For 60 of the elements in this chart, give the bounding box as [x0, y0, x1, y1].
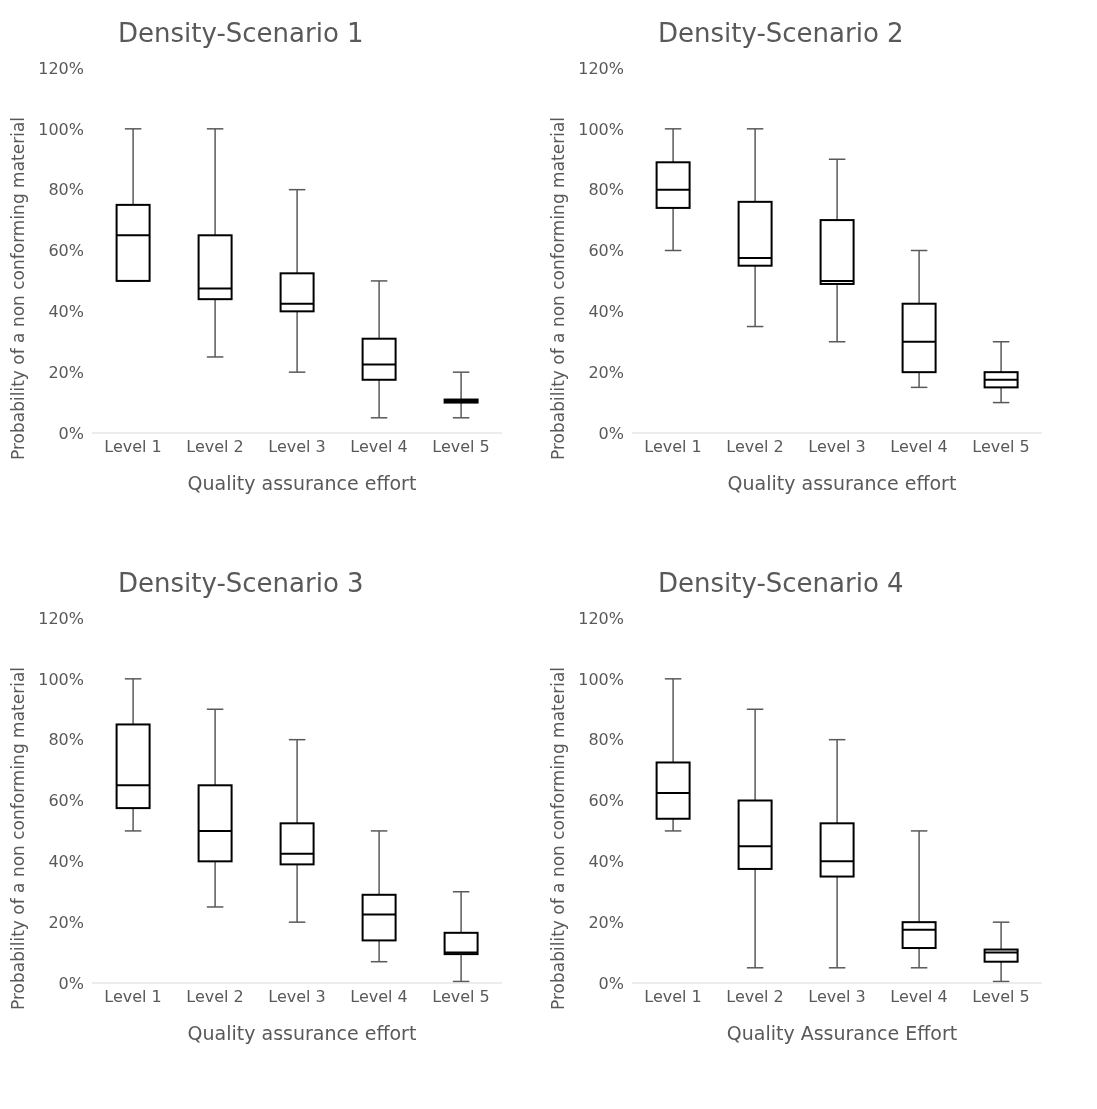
x-tick-label: Level 5	[432, 987, 490, 1007]
x-axis-title: Quality Assurance Effort	[725, 1022, 959, 1044]
y-tick-label: 80%	[48, 730, 84, 750]
x-tick-label: Level 1	[104, 437, 162, 457]
x-axis-title: Quality assurance effort	[186, 1022, 418, 1044]
x-tick-label: Level 2	[726, 437, 784, 457]
y-tick-label: 100%	[38, 669, 84, 689]
x-tick-label: Level 2	[186, 987, 244, 1007]
y-tick-label: 80%	[588, 180, 624, 200]
x-tick-label: Level 5	[432, 437, 490, 457]
x-tick-label: Level 3	[808, 437, 866, 457]
y-tick-label: 20%	[588, 362, 624, 382]
y-axis-title: Probability of a non conforming material	[8, 115, 29, 462]
y-tick-label: 60%	[48, 241, 84, 261]
y-tick-label: 40%	[48, 852, 84, 872]
x-tick-label: Level 3	[268, 437, 326, 457]
y-tick-label: 120%	[38, 58, 84, 78]
chart-title: Density-Scenario 3	[117, 567, 365, 600]
x-tick-label: Level 5	[972, 437, 1030, 457]
y-tick-label: 0%	[598, 973, 624, 993]
x-tick-label: Level 4	[890, 987, 948, 1007]
y-tick-label: 100%	[38, 119, 84, 139]
y-tick-label: 20%	[48, 362, 84, 382]
x-tick-label: Level 4	[350, 987, 408, 1007]
chart-title: Density-Scenario 2	[657, 17, 905, 50]
y-tick-label: 120%	[578, 58, 624, 78]
x-tick-label: Level 4	[890, 437, 948, 457]
y-tick-label: 0%	[58, 423, 84, 443]
y-axis-title: Probability of a non conforming material	[8, 665, 29, 1012]
x-tick-label: Level 2	[186, 437, 244, 457]
chart-title: Density-Scenario 1	[117, 17, 365, 50]
x-tick-label: Level 1	[104, 987, 162, 1007]
x-tick-label: Level 3	[808, 987, 866, 1007]
y-tick-label: 40%	[588, 852, 624, 872]
y-axis-title: Probability of a non conforming material	[548, 115, 569, 462]
y-axis-title: Probability of a non conforming material	[548, 665, 569, 1012]
y-tick-label: 120%	[38, 608, 84, 628]
x-tick-label: Level 4	[350, 437, 408, 457]
x-tick-label: Level 3	[268, 987, 326, 1007]
y-tick-label: 60%	[48, 791, 84, 811]
x-tick-label: Level 1	[644, 437, 702, 457]
y-tick-label: 120%	[578, 608, 624, 628]
y-tick-label: 60%	[588, 791, 624, 811]
y-tick-label: 60%	[588, 241, 624, 261]
y-tick-label: 80%	[588, 730, 624, 750]
y-tick-label: 20%	[588, 912, 624, 932]
chart-title: Density-Scenario 4	[657, 567, 905, 600]
y-tick-label: 100%	[578, 669, 624, 689]
y-tick-label: 40%	[588, 302, 624, 322]
x-tick-label: Level 1	[644, 987, 702, 1007]
x-axis-title: Quality assurance effort	[726, 472, 958, 494]
y-tick-label: 100%	[578, 119, 624, 139]
x-tick-label: Level 5	[972, 987, 1030, 1007]
x-axis-title: Quality assurance effort	[186, 472, 418, 494]
y-tick-label: 0%	[58, 973, 84, 993]
x-tick-label: Level 2	[726, 987, 784, 1007]
y-tick-label: 0%	[598, 423, 624, 443]
y-tick-label: 40%	[48, 302, 84, 322]
y-tick-label: 20%	[48, 912, 84, 932]
y-tick-label: 80%	[48, 180, 84, 200]
